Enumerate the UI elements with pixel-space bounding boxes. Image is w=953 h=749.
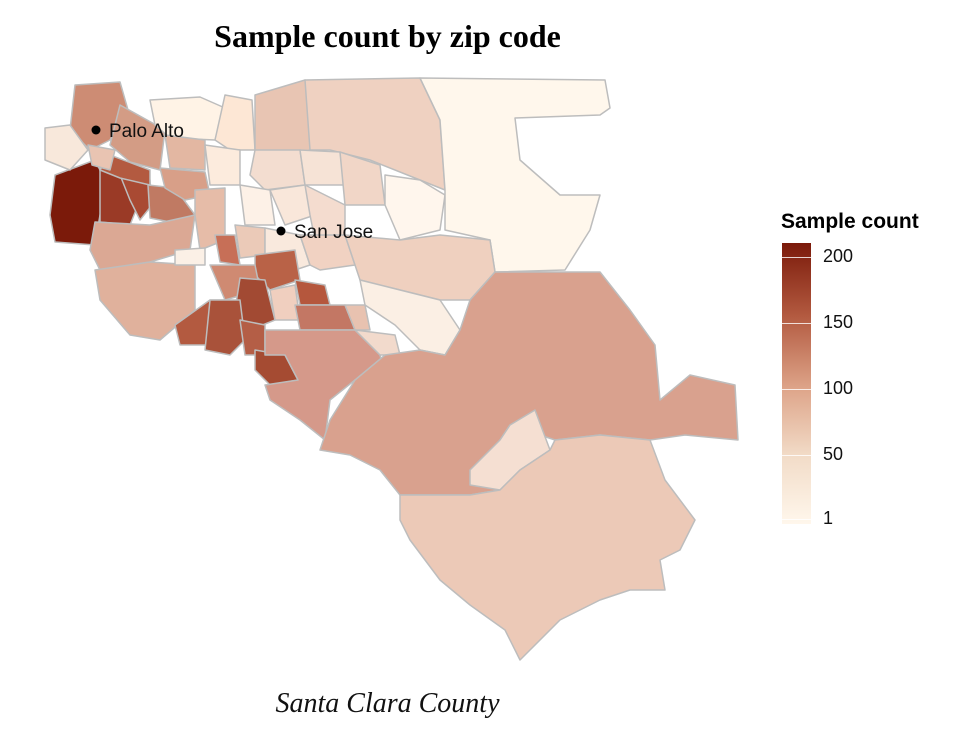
city-marker [276, 226, 286, 236]
legend-tick-label: 100 [823, 378, 854, 398]
zip-region[interactable] [384, 174, 446, 241]
legend-tick-mark [782, 389, 811, 390]
city-palo-alto: Palo Alto [91, 121, 184, 142]
zip-region[interactable] [174, 247, 206, 266]
legend-tick-label: 200 [823, 246, 854, 266]
zip-region[interactable] [249, 149, 306, 191]
zip-region[interactable] [344, 304, 371, 331]
zip-region[interactable] [399, 434, 696, 661]
zip-region[interactable] [214, 234, 241, 266]
zip-region[interactable] [299, 149, 346, 186]
legend-tick-mark [782, 323, 811, 324]
legend-tick-mark [782, 519, 811, 520]
zip-region[interactable] [44, 124, 89, 171]
map-caption: Santa Clara County [275, 688, 500, 719]
city-san-jose: San Jose [276, 222, 373, 243]
zip-region[interactable] [419, 77, 611, 273]
city-marker [91, 125, 101, 135]
zip-region[interactable] [204, 299, 246, 356]
zip-region[interactable] [269, 284, 301, 321]
zip-regions [44, 77, 739, 661]
legend-title: Sample count [781, 210, 919, 233]
legend-tick-label: 1 [823, 508, 834, 528]
zip-region[interactable] [299, 234, 356, 271]
map-title: Sample count by zip code [214, 18, 561, 54]
zip-region[interactable] [234, 224, 266, 259]
zip-region[interactable] [239, 319, 266, 356]
zip-region[interactable] [87, 144, 116, 171]
legend-tick-mark [782, 257, 811, 258]
zip-region[interactable] [319, 271, 739, 496]
legend-color-bar [782, 243, 811, 524]
zip-region[interactable] [239, 184, 276, 226]
city-label-palo-alto: Palo Alto [109, 121, 184, 142]
legend-tick-label: 50 [823, 444, 844, 464]
legend-tick-label: 150 [823, 312, 854, 332]
zip-region[interactable] [164, 134, 206, 171]
zip-region[interactable] [89, 214, 196, 271]
city-label-san-jose: San Jose [294, 222, 373, 243]
legend-tick-mark [782, 455, 811, 456]
zip-region[interactable] [214, 94, 256, 151]
zip-region[interactable] [294, 279, 331, 306]
zip-region[interactable] [204, 144, 241, 186]
